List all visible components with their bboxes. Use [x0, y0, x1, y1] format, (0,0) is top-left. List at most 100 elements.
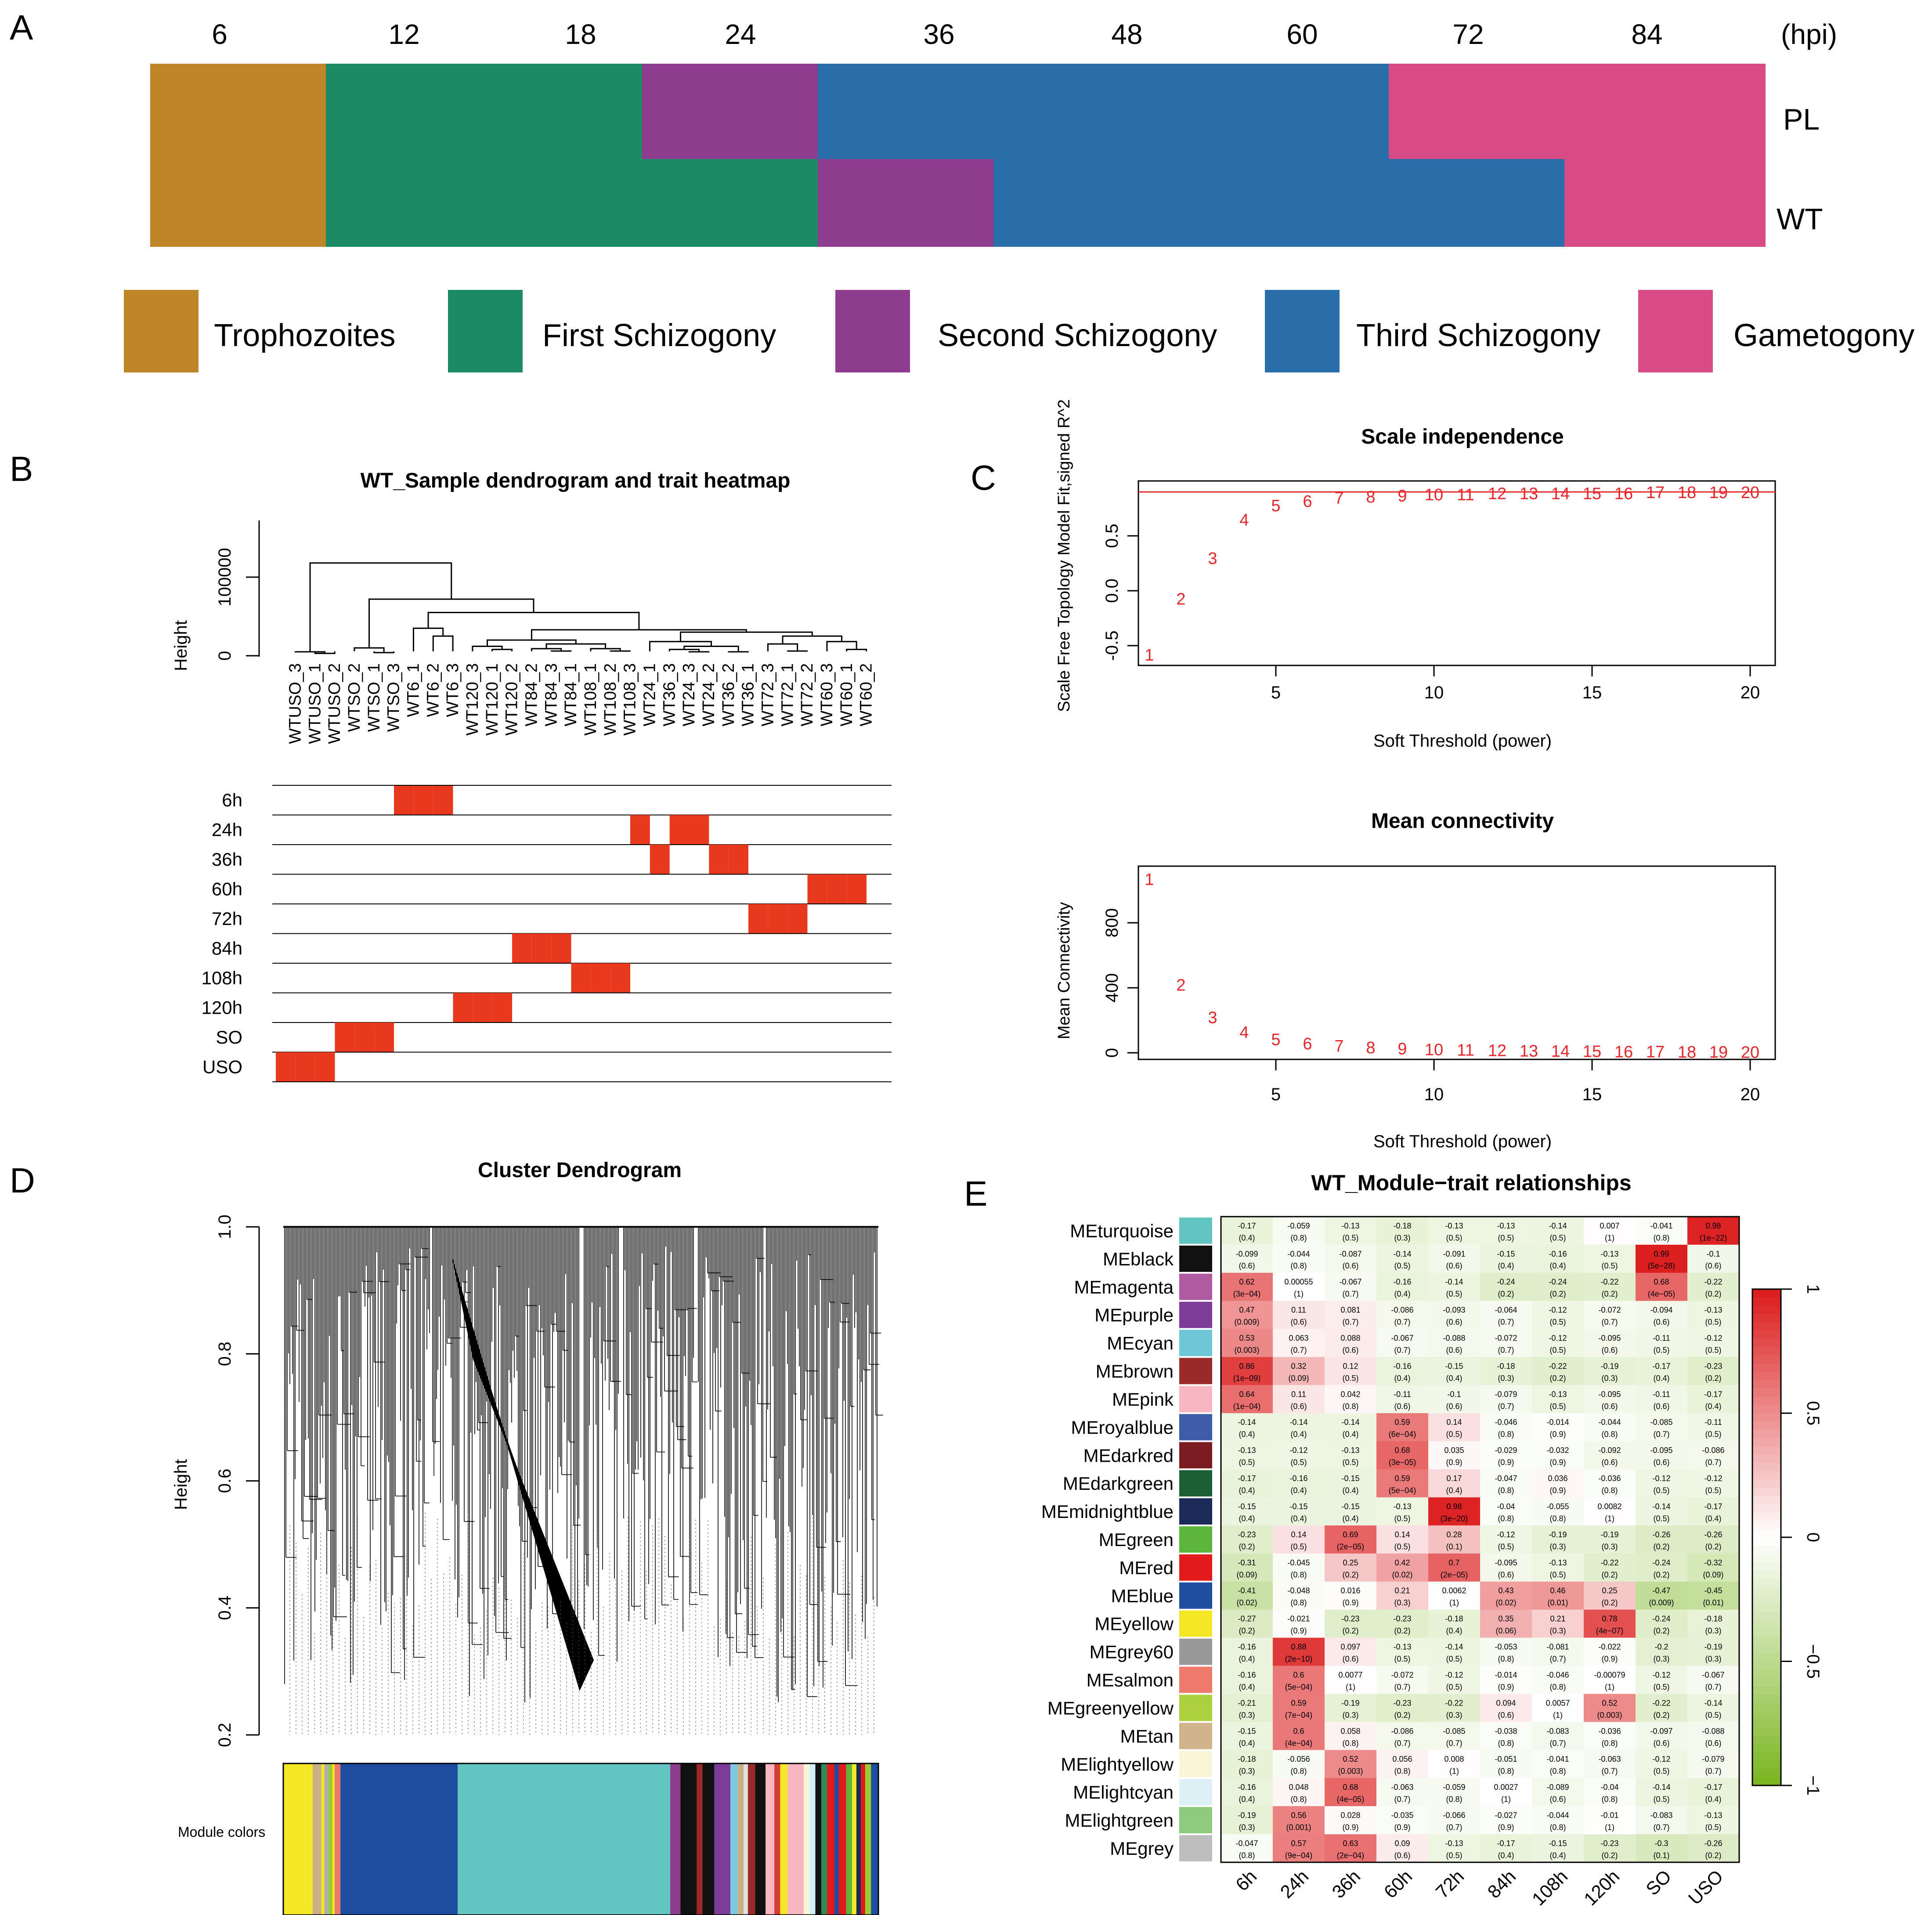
module-color-frame [282, 1763, 879, 1915]
correlation-value: -0.23 [1393, 1615, 1411, 1623]
heatmap-cell [1480, 1609, 1532, 1638]
power-point-label: 15 [1583, 485, 1601, 503]
heatmap-cell [1273, 1694, 1325, 1722]
p-value-text: 0.2 [1708, 1542, 1719, 1551]
dendrogram-link [545, 643, 607, 649]
heatmap-cell [1480, 1666, 1532, 1695]
heatmap-cell [1687, 1413, 1740, 1442]
p-value: (0.7) [1446, 1823, 1462, 1832]
p-value-text: 0.6 [1656, 1739, 1667, 1748]
p-value-text: 0.3 [1241, 1823, 1252, 1832]
heatmap-cell [1273, 1834, 1325, 1863]
correlation-value: 0.6 [1293, 1670, 1304, 1679]
p-value: (0.6) [1394, 1851, 1410, 1860]
p-value: (0.9) [1601, 1655, 1618, 1663]
correlation-value: -0.046 [1546, 1670, 1569, 1679]
module-color-block [865, 1763, 871, 1915]
correlation-value: -0.095 [1598, 1333, 1621, 1342]
p-value: (0.4) [1394, 1290, 1410, 1298]
heatmap-cell [1376, 1750, 1429, 1778]
p-value-text: 0.5 [1708, 1430, 1719, 1439]
colorbar-segment [1752, 1339, 1781, 1348]
heatmap-cell [1636, 1806, 1688, 1835]
module-color-swatch [1179, 1498, 1212, 1525]
p-value: (0.7) [1705, 1767, 1721, 1776]
heatmap-cell [1636, 1778, 1688, 1807]
p-value: (0.009) [1234, 1318, 1259, 1326]
p-value: (0.2) [1239, 1542, 1255, 1551]
p-value-text: 0.5 [1708, 1711, 1719, 1720]
heatmap-cell [1325, 1329, 1377, 1358]
heatmap-cell [1428, 1413, 1481, 1442]
p-value: (0.6) [1498, 1570, 1514, 1579]
correlation-value: -0.094 [1650, 1306, 1672, 1315]
p-value: (0.9) [1549, 1458, 1566, 1467]
p-value-text: 0.8 [1293, 1570, 1304, 1579]
p-value-text: 1 [1607, 1514, 1612, 1523]
heatmap-cell [1325, 1525, 1377, 1554]
sample-label: WT120_2 [503, 663, 521, 736]
sample-label: WT36_1 [739, 663, 758, 726]
heatmap-cell [1636, 1413, 1688, 1442]
heatmap-cell [1480, 1217, 1532, 1245]
p-value-text: 0.4 [1656, 1374, 1667, 1383]
module-color-swatch [1179, 1470, 1212, 1497]
p-value-text: 0.5 [1345, 1458, 1356, 1467]
module-color-swatch [1179, 1666, 1212, 1693]
correlation-value: -0.04 [1497, 1502, 1515, 1511]
correlation-value: 0.35 [1498, 1615, 1513, 1623]
correlation-value: -0.079 [1702, 1755, 1724, 1763]
colorbar-segment [1752, 1719, 1781, 1728]
heatmap-cell [1532, 1750, 1584, 1778]
heatmap-cell [1480, 1244, 1532, 1273]
p-value-text: 0.3 [1241, 1767, 1252, 1776]
row-label-pl: PL [1783, 103, 1820, 136]
heatmap-cell [1532, 1272, 1584, 1301]
colorbar-segment [1752, 1702, 1781, 1712]
p-value-text: 0.5 [1448, 1430, 1459, 1439]
p-value: (0.4) [1549, 1851, 1566, 1860]
p-value: (0.8) [1498, 1655, 1514, 1663]
module-name-label: MEdarkgreen [1063, 1473, 1174, 1494]
heatmap-cell [1428, 1469, 1481, 1498]
heatmap-cell [1584, 1497, 1636, 1526]
power-point-label: 13 [1520, 1042, 1538, 1060]
colorbar-tick-label: 1 [1803, 1284, 1823, 1294]
trait-cell-on [748, 904, 768, 934]
trait-label: 120h [202, 997, 242, 1018]
correlation-value: -0.21 [1238, 1698, 1256, 1707]
correlation-value: -0.13 [1445, 1221, 1463, 1230]
p-value-text: 3e−04 [1236, 1290, 1258, 1298]
p-value: (0.2) [1705, 1542, 1721, 1551]
legend-swatch [1638, 290, 1713, 372]
module-color-block [334, 1763, 341, 1915]
heatmap-cell [1376, 1553, 1429, 1582]
p-value-text: 0.6 [1345, 1655, 1356, 1663]
p-value-text: 0.2 [1656, 1570, 1667, 1579]
heatmap-cell [1376, 1694, 1429, 1722]
p-value: (0.5) [1653, 1767, 1669, 1776]
p-value: (0.7) [1653, 1430, 1669, 1439]
dendrogram-link [309, 562, 452, 652]
heatmap-cell [1273, 1357, 1325, 1385]
correlation-value: -0.19 [1600, 1362, 1618, 1370]
p-value: (0.8) [1653, 1233, 1669, 1242]
sample-label: WT24_3 [680, 663, 698, 726]
trait-cell-on [807, 874, 827, 904]
p-value-text: 3e−05 [1391, 1458, 1414, 1467]
p-value-text: 0.7 [1604, 1767, 1615, 1776]
correlation-value: -0.19 [1238, 1811, 1256, 1820]
p-value: (0.5) [1653, 1795, 1669, 1804]
heatmap-cell [1325, 1750, 1377, 1778]
correlation-value: 0.0027 [1494, 1783, 1518, 1792]
heatmap-cell [1532, 1244, 1584, 1273]
p-value: (0.5) [1653, 1514, 1669, 1523]
heatmap-cell [1636, 1329, 1688, 1358]
p-value: (0.2) [1342, 1626, 1358, 1635]
correlation-value: -0.19 [1341, 1698, 1359, 1707]
p-value: (0.9) [1342, 1823, 1358, 1832]
p-value-text: 0.06 [1498, 1626, 1513, 1635]
correlation-value: -0.027 [1495, 1811, 1517, 1820]
heatmap-cell [1480, 1750, 1532, 1778]
p-value: (0.6) [1549, 1795, 1566, 1804]
